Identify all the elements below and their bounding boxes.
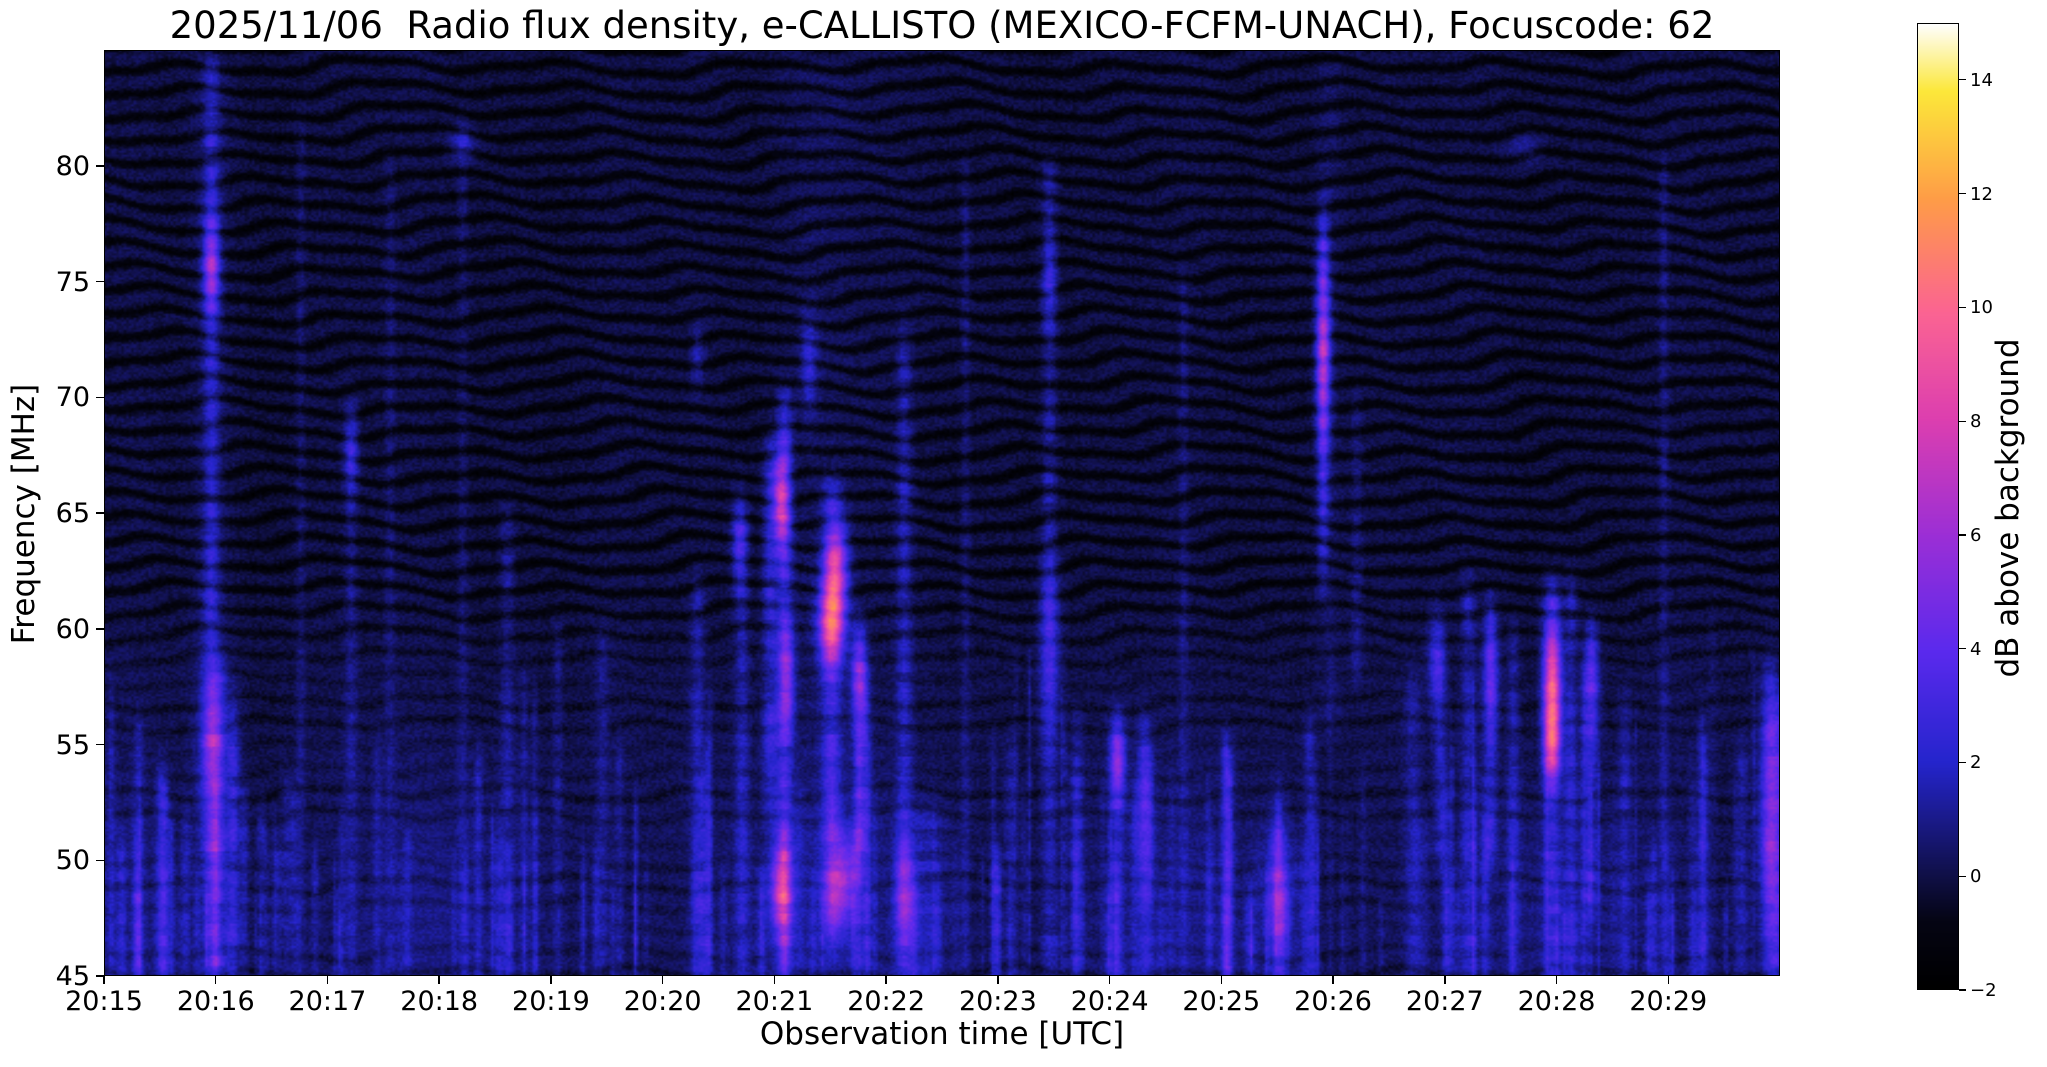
colorbar-tick-label: 0 xyxy=(1970,866,1982,888)
colorbar-tick-label: −2 xyxy=(1970,980,1997,1001)
x-tick-label: 20:20 xyxy=(623,986,702,1017)
x-tick-label: 20:27 xyxy=(1405,986,1484,1017)
x-tick-label: 20:22 xyxy=(847,986,926,1017)
x-tick-label: 20:28 xyxy=(1517,986,1596,1017)
x-tick-mark xyxy=(661,976,664,984)
x-tick-label: 20:19 xyxy=(512,986,590,1017)
x-tick-mark xyxy=(1444,976,1446,984)
x-tick-mark xyxy=(1220,976,1223,984)
x-tick-mark xyxy=(550,976,552,984)
colorbar-tick-mark xyxy=(1959,875,1966,877)
colorbar-tick-mark xyxy=(1959,648,1966,650)
colorbar-tick-mark xyxy=(1959,306,1966,308)
y-tick-mark xyxy=(96,743,104,746)
x-tick-label: 20:17 xyxy=(288,986,367,1017)
y-tick-label: 75 xyxy=(55,266,90,298)
colorbar-tick-label: 6 xyxy=(1970,524,1982,546)
x-tick-mark xyxy=(885,976,887,984)
colorbar-canvas xyxy=(1917,23,1959,990)
x-tick-mark xyxy=(997,976,999,984)
colorbar-tick-label: 14 xyxy=(1970,69,1993,91)
y-tick-label: 80 xyxy=(55,150,90,182)
colorbar-tick-mark xyxy=(1959,420,1966,422)
y-tick-label: 55 xyxy=(55,729,90,761)
y-tick-mark xyxy=(96,280,104,283)
x-tick-label: 20:25 xyxy=(1182,986,1261,1017)
x-tick-label: 20:29 xyxy=(1629,986,1708,1017)
colorbar-tick-mark xyxy=(1959,79,1966,81)
x-tick-mark xyxy=(773,976,776,984)
colorbar-tick-label: 12 xyxy=(1970,183,1993,205)
y-tick-mark xyxy=(96,975,104,977)
colorbar-tick-mark xyxy=(1959,989,1966,991)
y-tick-mark xyxy=(96,628,104,630)
x-tick-label: 20:16 xyxy=(176,986,255,1017)
x-tick-label: 20:24 xyxy=(1070,986,1149,1017)
x-tick-label: 20:26 xyxy=(1294,986,1372,1017)
colorbar-tick-mark xyxy=(1959,761,1966,764)
y-tick-label: 60 xyxy=(55,613,90,645)
y-tick-label: 45 xyxy=(55,961,90,992)
y-tick-label: 50 xyxy=(55,845,90,877)
colorbar-tick-mark xyxy=(1959,534,1966,536)
x-tick-mark xyxy=(1667,976,1670,984)
y-tick-label: 70 xyxy=(55,382,90,414)
colorbar-tick-label: 2 xyxy=(1970,752,1982,774)
x-tick-label: 20:18 xyxy=(400,986,479,1017)
x-axis-label: Observation time [UTC] xyxy=(759,1016,1125,1052)
chart-title: 2025/11/06 Radio flux density, e-CALLIST… xyxy=(169,4,1715,47)
x-tick-mark xyxy=(1332,976,1334,984)
colorbar-tick-label: 10 xyxy=(1970,297,1993,319)
colorbar-tick-label: 4 xyxy=(1970,638,1982,660)
x-tick-mark xyxy=(103,976,105,984)
y-tick-label: 65 xyxy=(55,498,90,529)
y-tick-mark xyxy=(96,512,104,514)
colorbar-tick-mark xyxy=(1959,193,1966,195)
colorbar-tick-label: 8 xyxy=(1970,411,1982,433)
y-tick-mark xyxy=(96,165,104,167)
x-tick-mark xyxy=(1108,976,1111,984)
x-tick-mark xyxy=(214,976,217,984)
x-tick-label: 20:21 xyxy=(735,986,814,1017)
x-tick-label: 20:15 xyxy=(65,986,143,1017)
x-tick-mark xyxy=(1555,976,1558,984)
x-tick-mark xyxy=(438,976,440,984)
y-tick-mark xyxy=(96,859,104,861)
y-tick-mark xyxy=(96,396,104,398)
x-tick-label: 20:23 xyxy=(958,986,1037,1017)
spectrogram-canvas xyxy=(104,50,1780,976)
x-tick-mark xyxy=(326,976,329,984)
